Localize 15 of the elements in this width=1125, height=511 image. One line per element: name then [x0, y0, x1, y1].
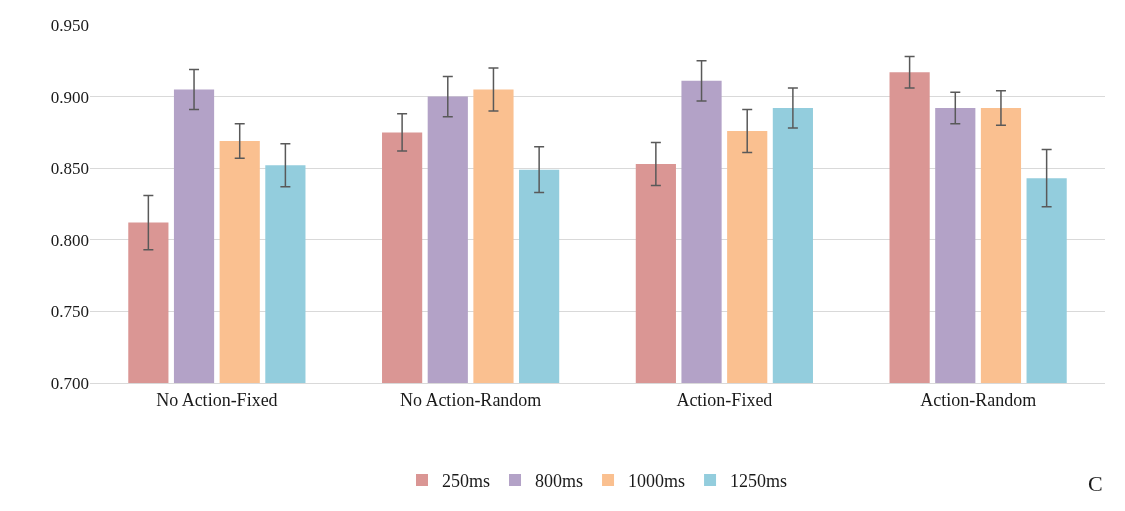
y-tick-label: 0.750 [50, 302, 89, 322]
x-tick-label: No Action-Fixed [156, 389, 278, 410]
legend-label: 1250ms [730, 470, 788, 491]
y-tick-label: 0.950 [50, 15, 89, 35]
legend-label: 800ms [535, 470, 584, 491]
x-tick-label: No Action-Random [399, 389, 542, 410]
text: C [1088, 471, 1103, 496]
x-tick-label: Action-Fixed [676, 389, 773, 410]
legend-label: 1000ms [628, 470, 686, 491]
y-tick-label: 0.900 [50, 87, 89, 107]
y-tick-label: 0.800 [50, 230, 89, 250]
y-tick-label: 0.850 [50, 159, 89, 179]
y-tick-label: 0.700 [50, 373, 89, 393]
x-tick-label: Action-Random [920, 389, 1037, 410]
legend-label: 250ms [442, 470, 491, 491]
